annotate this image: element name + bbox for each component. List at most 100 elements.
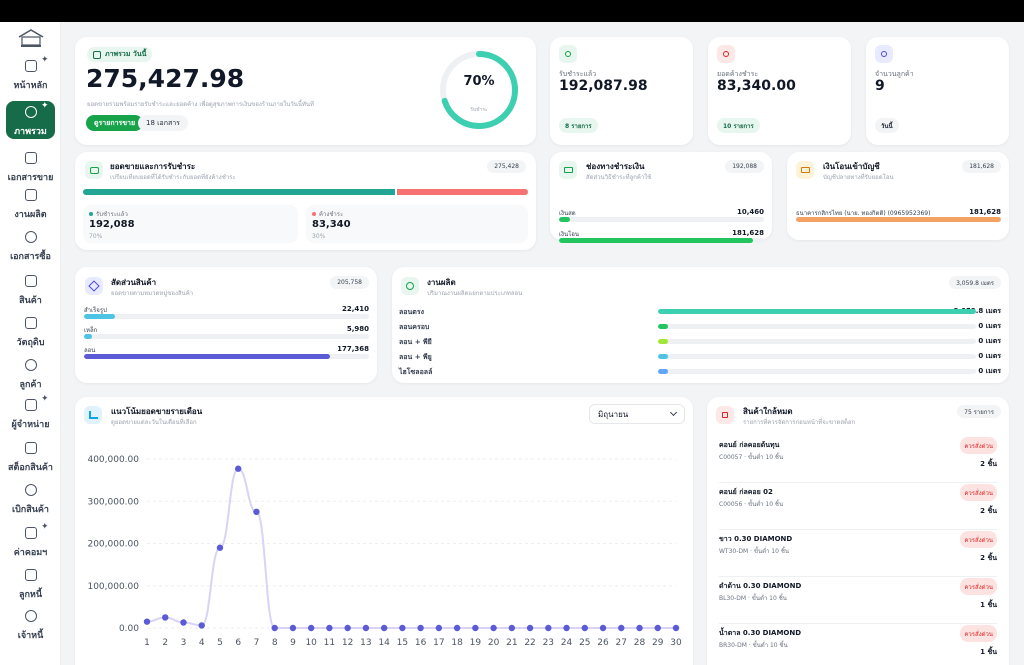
sidebar-item-8[interactable]: ✦ ผู้จำหน่าย (6, 394, 55, 432)
sidebar-item-9[interactable]: สต็อกสินค้า (6, 437, 55, 475)
kpi-icon (717, 45, 735, 63)
data-point[interactable] (563, 624, 570, 632)
home-icon: ✦ (22, 55, 49, 75)
kpi-value: 83,340.00 (717, 78, 796, 94)
stock-qty: 1 ชิ้น (980, 648, 997, 656)
data-point[interactable] (162, 614, 169, 621)
sidebar-item-5[interactable]: สินค้า (6, 270, 55, 308)
data-point[interactable] (435, 624, 443, 632)
monthly-trend-subtitle: ดูยอดขายแต่ละวันในเดือนที่เลือก (111, 419, 197, 426)
data-point[interactable] (508, 624, 516, 632)
sidebar-item-11[interactable]: ✦ ค่าคอมฯ (6, 522, 55, 560)
row-label: ลอน + พียู (399, 353, 432, 361)
data-point[interactable] (636, 624, 643, 632)
list-item[interactable]: ดำด้าน 0.30 DIAMOND BL30-DM · ขั้นต่ำ 10 … (719, 578, 997, 624)
data-point[interactable] (399, 624, 406, 632)
unpaid-box: ค้างชำระ 83,340 30% (306, 205, 528, 243)
product-share-total: 205,758 (330, 276, 369, 289)
app-window: ✦ หน้าหลัก ✦ ภาพรวมเอกสารขาย งานผลิตเอกสารซื… (0, 22, 1024, 665)
row-bar-fill (658, 339, 668, 344)
sidebar-item-0[interactable]: ✦ หน้าหลัก (6, 55, 55, 93)
transfer-accounts-total: 181,628 (962, 160, 1001, 173)
row-bar-track (796, 217, 1001, 222)
list-item[interactable]: คอนย์ ก่ลคอย 02 C00056 · ขั้นต่ำ 10 ชิ้น ค… (719, 484, 997, 530)
x-tick-label: 26 (597, 638, 609, 648)
x-tick-label: 21 (506, 638, 517, 648)
data-point[interactable] (344, 624, 351, 632)
x-tick-label: 2 (162, 638, 168, 648)
sidebar-item-3[interactable]: งานผลิต (6, 184, 55, 222)
row-bar-fill (559, 217, 571, 222)
data-point[interactable] (143, 618, 151, 625)
warehouse-icon (22, 439, 40, 457)
data-point[interactable] (654, 624, 661, 632)
urgent-badge: ควรสั่งด่วน (960, 578, 997, 595)
data-point[interactable] (253, 508, 260, 516)
unpaid-pct: 30% (312, 233, 326, 240)
x-tick-label: 9 (290, 638, 296, 648)
alert-icon (716, 406, 734, 424)
series-line (146, 467, 676, 629)
stock-name: ดำด้าน 0.30 DIAMOND (719, 582, 802, 590)
pin-icon[interactable]: ✦ (40, 101, 49, 111)
view-sales-button[interactable]: ดูรายการขาย (86, 115, 144, 131)
stock-name: ขาว 0.30 DIAMOND (719, 535, 793, 543)
row-bar-fill (658, 324, 668, 329)
data-point[interactable] (380, 624, 388, 632)
data-point[interactable] (453, 624, 461, 632)
list-item[interactable]: ขาว 0.30 DIAMOND WT30-DM · ขั้นต่ำ 10 ชิ้… (719, 531, 997, 577)
sidebar-item-6[interactable]: วัตถุดิบ (6, 312, 55, 350)
product-share-subtitle: ยอดขายตามหมวดหมู่ของสินค้า (111, 290, 194, 297)
paid-dot (89, 212, 93, 216)
sidebar-item-label: วัตถุดิบ (16, 338, 45, 348)
creditor-icon (22, 607, 40, 625)
sidebar-item-1[interactable]: ✦ ภาพรวม (6, 101, 55, 139)
data-point[interactable] (180, 619, 187, 626)
data-point[interactable] (362, 624, 370, 632)
sidebar-item-4[interactable]: เอกสารซื้อ (6, 226, 55, 264)
data-point[interactable] (216, 544, 224, 551)
gauge-caption: รับชำระ (470, 107, 488, 113)
month-select[interactable]: มิถุนายน (589, 404, 685, 424)
row-value: 0 เมตร (978, 322, 1001, 330)
data-point[interactable] (490, 624, 497, 632)
sidebar-item-12[interactable]: ลูกหนี้ (6, 564, 55, 602)
kpi-icon (875, 45, 893, 63)
pin-icon[interactable]: ✦ (40, 394, 49, 404)
data-point[interactable] (599, 624, 607, 632)
pin-icon[interactable]: ✦ (40, 522, 49, 532)
data-point[interactable] (417, 624, 424, 632)
pin-icon[interactable]: ✦ (40, 55, 49, 65)
row-bar-fill (559, 238, 753, 243)
data-point[interactable] (545, 624, 552, 632)
data-point[interactable] (198, 622, 205, 629)
data-point[interactable] (326, 624, 333, 632)
monthly-trend-card: แนวโน้มยอดขายรายเดือน ดูยอดขายแต่ละวันใน… (75, 397, 693, 665)
paid-box: รับชำระแล้ว 192,088 70% (83, 205, 298, 243)
data-point[interactable] (526, 624, 534, 632)
kpi-card-1: ยอดค้างชำระ 83,340.00 10 รายการ (708, 37, 851, 145)
sidebar-item-13[interactable]: เจ้าหนี้ (6, 605, 55, 643)
x-tick-label: 28 (634, 638, 646, 648)
data-point[interactable] (472, 624, 479, 632)
data-point[interactable] (235, 465, 242, 472)
sidebar-item-10[interactable]: เบิกสินค้า (6, 479, 55, 517)
data-point[interactable] (672, 624, 680, 632)
row-bar-track (84, 354, 369, 359)
row-label: เงินสด (559, 210, 576, 217)
data-point[interactable] (289, 624, 297, 632)
data-point[interactable] (271, 624, 278, 632)
kpi-label: ยอดค้างชำระ (717, 70, 759, 78)
data-point[interactable] (307, 624, 315, 632)
sidebar-item-7[interactable]: ลูกค้า (6, 354, 55, 392)
row-bar-fill (796, 217, 1001, 222)
list-item[interactable]: คอนย์ ก่ลคอยด้นทุน C00057 · ขั้นต่ำ 10 ชิ… (719, 437, 997, 483)
bank-icon (796, 161, 814, 179)
company-logo[interactable] (17, 27, 45, 49)
sidebar-item-2[interactable]: เอกสารขาย (6, 147, 55, 185)
transfer-accounts-subtitle: บัญชีปลายทางที่รับยอดโอน (823, 174, 894, 181)
data-point[interactable] (618, 624, 625, 632)
list-item[interactable]: น้ำตาล 0.30 DIAMOND BR30-DM · ขั้นต่ำ 10 … (719, 625, 997, 665)
stock-code: C00056 · ขั้นต่ำ 10 ชิ้น (719, 501, 784, 508)
data-point[interactable] (581, 624, 588, 632)
